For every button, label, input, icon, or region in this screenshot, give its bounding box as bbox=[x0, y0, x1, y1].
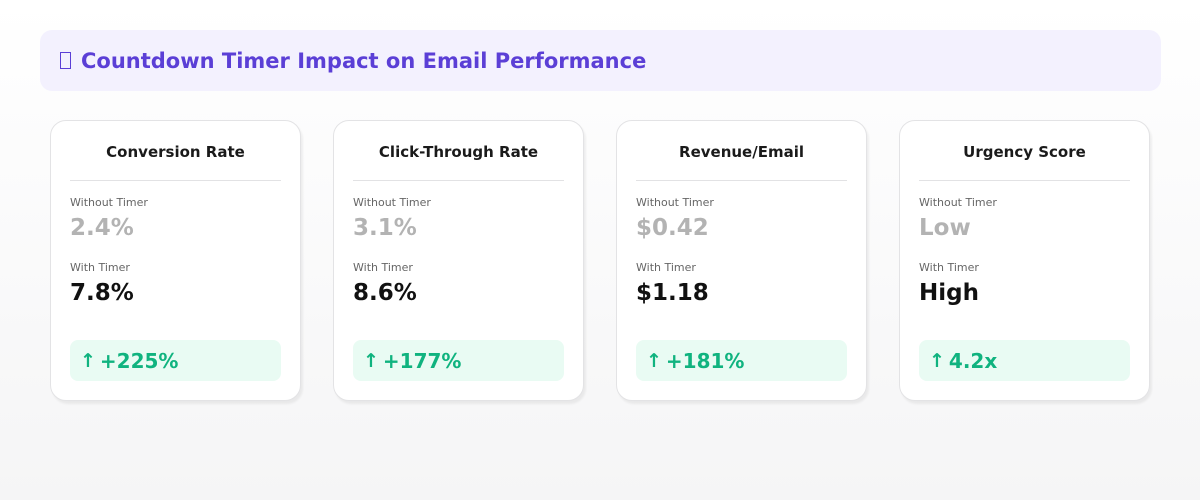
improvement-badge: ↑ 4.2x bbox=[919, 340, 1130, 381]
arrow-up-icon: ↑ bbox=[646, 349, 662, 372]
header-banner: Countdown Timer Impact on Email Performa… bbox=[40, 30, 1161, 91]
metric-card-conversion-rate: Conversion Rate Without Timer 2.4% With … bbox=[50, 120, 301, 401]
without-timer-value: 3.1% bbox=[353, 215, 417, 241]
without-timer-value: 2.4% bbox=[70, 215, 134, 241]
metric-card-click-through-rate: Click-Through Rate Without Timer 3.1% Wi… bbox=[333, 120, 584, 401]
arrow-up-icon: ↑ bbox=[363, 349, 379, 372]
improvement-value: +181% bbox=[665, 348, 745, 373]
with-timer-label: With Timer bbox=[70, 261, 130, 274]
metric-card-urgency-score: Urgency Score Without Timer Low With Tim… bbox=[899, 120, 1150, 401]
arrow-up-icon: ↑ bbox=[80, 349, 96, 372]
with-timer-value: 8.6% bbox=[353, 280, 417, 306]
divider bbox=[353, 180, 564, 181]
card-title: Revenue/Email bbox=[679, 143, 804, 161]
with-timer-label: With Timer bbox=[636, 261, 696, 274]
card-title: Click-Through Rate bbox=[378, 143, 539, 161]
with-timer-value: High bbox=[919, 280, 979, 306]
page-title-text: Countdown Timer Impact on Email Performa… bbox=[81, 48, 647, 73]
card-title: Conversion Rate bbox=[106, 143, 245, 161]
improvement-badge: ↑ +225% bbox=[70, 340, 281, 381]
without-timer-label: Without Timer bbox=[353, 196, 431, 209]
divider bbox=[636, 180, 847, 181]
with-timer-value: 7.8% bbox=[70, 280, 134, 306]
divider bbox=[919, 180, 1130, 181]
with-timer-label: With Timer bbox=[353, 261, 413, 274]
improvement-value: +225% bbox=[99, 348, 179, 373]
with-timer-value: $1.18 bbox=[636, 280, 709, 306]
timer-icon bbox=[60, 52, 71, 69]
arrow-up-icon: ↑ bbox=[929, 349, 945, 372]
metric-card-revenue-per-email: Revenue/Email Without Timer $0.42 With T… bbox=[616, 120, 867, 401]
improvement-badge: ↑ +181% bbox=[636, 340, 847, 381]
divider bbox=[70, 180, 281, 181]
without-timer-value: Low bbox=[919, 215, 971, 241]
without-timer-label: Without Timer bbox=[70, 196, 148, 209]
improvement-value: +177% bbox=[382, 348, 462, 373]
improvement-badge: ↑ +177% bbox=[353, 340, 564, 381]
without-timer-value: $0.42 bbox=[636, 215, 709, 241]
card-title: Urgency Score bbox=[963, 143, 1086, 161]
page-title: Countdown Timer Impact on Email Performa… bbox=[60, 49, 646, 73]
with-timer-label: With Timer bbox=[919, 261, 979, 274]
improvement-value: 4.2x bbox=[948, 348, 998, 373]
without-timer-label: Without Timer bbox=[636, 196, 714, 209]
without-timer-label: Without Timer bbox=[919, 196, 997, 209]
